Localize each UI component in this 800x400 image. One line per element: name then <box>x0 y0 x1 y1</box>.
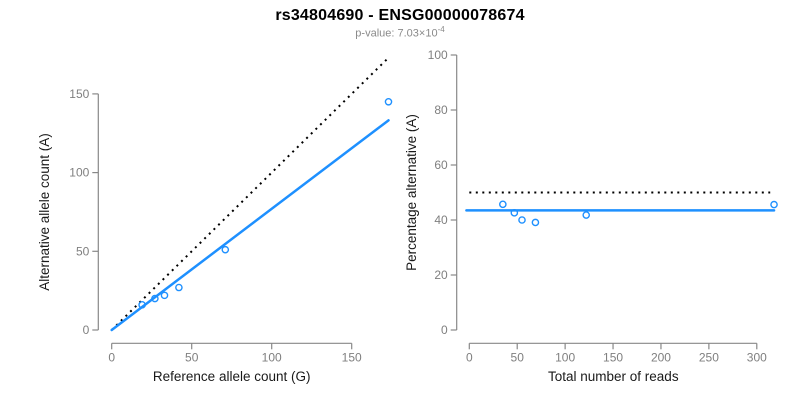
x-tick-label: 150 <box>342 350 362 364</box>
y-tick-label: 80 <box>434 103 448 117</box>
x-tick-label: 100 <box>555 350 575 364</box>
x-tick-label: 250 <box>699 350 719 364</box>
figure-title: rs34804690 - ENSG00000078674 <box>275 7 525 24</box>
y-axis-label: Alternative allele count (A) <box>37 133 52 291</box>
x-axis-label: Total number of reads <box>548 369 679 384</box>
data-point <box>499 200 507 209</box>
y-tick-label: 20 <box>434 268 448 282</box>
data-point <box>138 301 146 309</box>
y-axis-label: Percentage alternative (A) <box>404 114 419 271</box>
y-tick-label: 60 <box>434 158 448 172</box>
y-tick-label: 50 <box>76 244 90 258</box>
pvalue-text: p-value: 7.03×10 <box>355 27 438 40</box>
x-tick-label: 200 <box>651 350 671 364</box>
x-tick-label: 50 <box>511 350 525 364</box>
data-point <box>518 216 526 224</box>
y-tick-label: 0 <box>83 323 90 337</box>
y-tick-label: 40 <box>434 213 448 227</box>
data-point <box>151 294 159 303</box>
fitted-line <box>110 119 390 332</box>
pvalue-exponent: -4 <box>437 25 445 34</box>
data-point <box>221 245 230 254</box>
x-tick-label: 0 <box>108 350 115 364</box>
x-axis-label: Reference allele count (G) <box>153 369 311 384</box>
y-tick-label: 0 <box>441 323 448 337</box>
data-point <box>160 291 169 300</box>
x-tick-label: 150 <box>603 350 623 364</box>
identity-line <box>110 56 390 331</box>
x-tick-label: 0 <box>466 350 473 364</box>
y-tick-label: 150 <box>69 87 89 101</box>
data-point <box>582 211 591 219</box>
y-tick-label: 100 <box>69 166 89 180</box>
data-point <box>531 218 540 227</box>
data-point <box>770 200 778 209</box>
data-point <box>384 97 393 106</box>
data-point <box>510 209 519 217</box>
x-tick-label: 100 <box>262 350 282 364</box>
x-tick-label: 300 <box>747 350 767 364</box>
y-tick-label: 100 <box>428 48 448 62</box>
data-point <box>175 283 183 292</box>
x-tick-label: 50 <box>185 350 199 364</box>
figure-subtitle: p-value: 7.03×10-4 <box>0 25 800 40</box>
